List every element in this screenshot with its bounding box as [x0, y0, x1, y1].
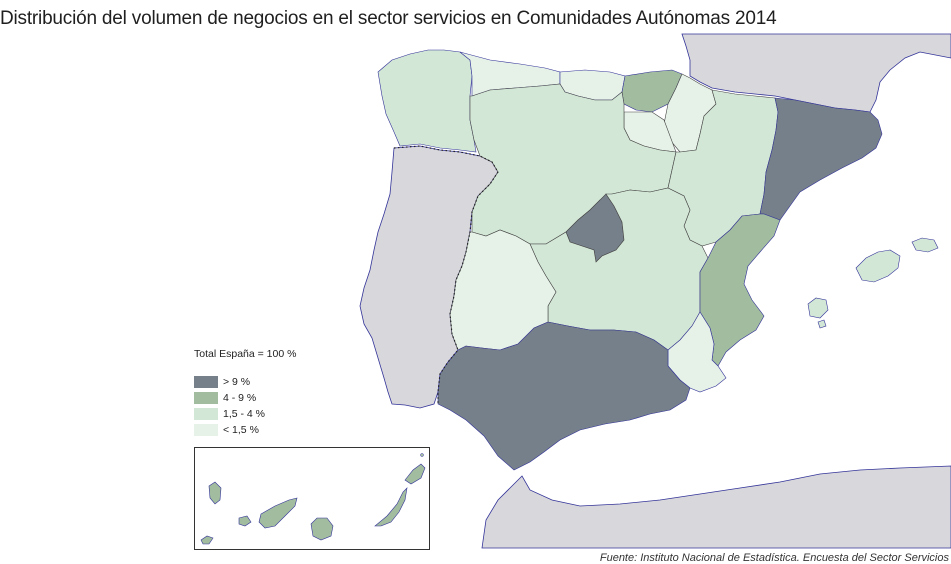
africa-land: [481, 465, 951, 549]
region-andalucia: [437, 321, 691, 471]
legend-title: Total España = 100 %: [194, 348, 297, 360]
region-valencia: [699, 213, 781, 367]
legend-label: > 9 %: [223, 376, 251, 388]
island-tenerife: [258, 497, 298, 529]
island-la-palma: [208, 481, 222, 505]
island-el-hierro: [200, 535, 214, 545]
legend-item: 1,5 - 4 %: [194, 406, 296, 422]
canarias-map: [200, 453, 426, 545]
region-baleares: [807, 237, 939, 329]
map-title: Distribución del volumen de negocios en …: [0, 8, 777, 29]
legend-label: < 1,5 %: [223, 424, 259, 436]
region-murcia: [667, 311, 727, 393]
legend-swatch: [194, 392, 218, 404]
legend-swatch: [194, 408, 218, 420]
legend-item: < 1,5 %: [194, 422, 296, 438]
legend-swatch: [194, 424, 218, 436]
source-note: Fuente: Instituto Nacional de Estadístic…: [599, 552, 949, 564]
island-lanzarote: [404, 463, 426, 485]
canarias-inset: [194, 447, 430, 550]
region-galicia: [377, 49, 477, 153]
portugal-border: [393, 145, 499, 404]
legend: Total España = 100 % > 9 % 4 - 9 % 1,5 -…: [194, 348, 296, 438]
legend-label: 1,5 - 4 %: [223, 408, 266, 420]
legend-label: 4 - 9 %: [223, 392, 257, 404]
island-la-gomera: [238, 515, 252, 527]
legend-item: 4 - 9 %: [194, 390, 296, 406]
island-gran-canaria: [310, 517, 334, 541]
legend-item: > 9 %: [194, 374, 296, 390]
island-islet: [420, 453, 424, 457]
legend-swatch: [194, 376, 218, 388]
island-fuerteventura: [374, 487, 408, 527]
region-cataluna: [759, 97, 883, 221]
